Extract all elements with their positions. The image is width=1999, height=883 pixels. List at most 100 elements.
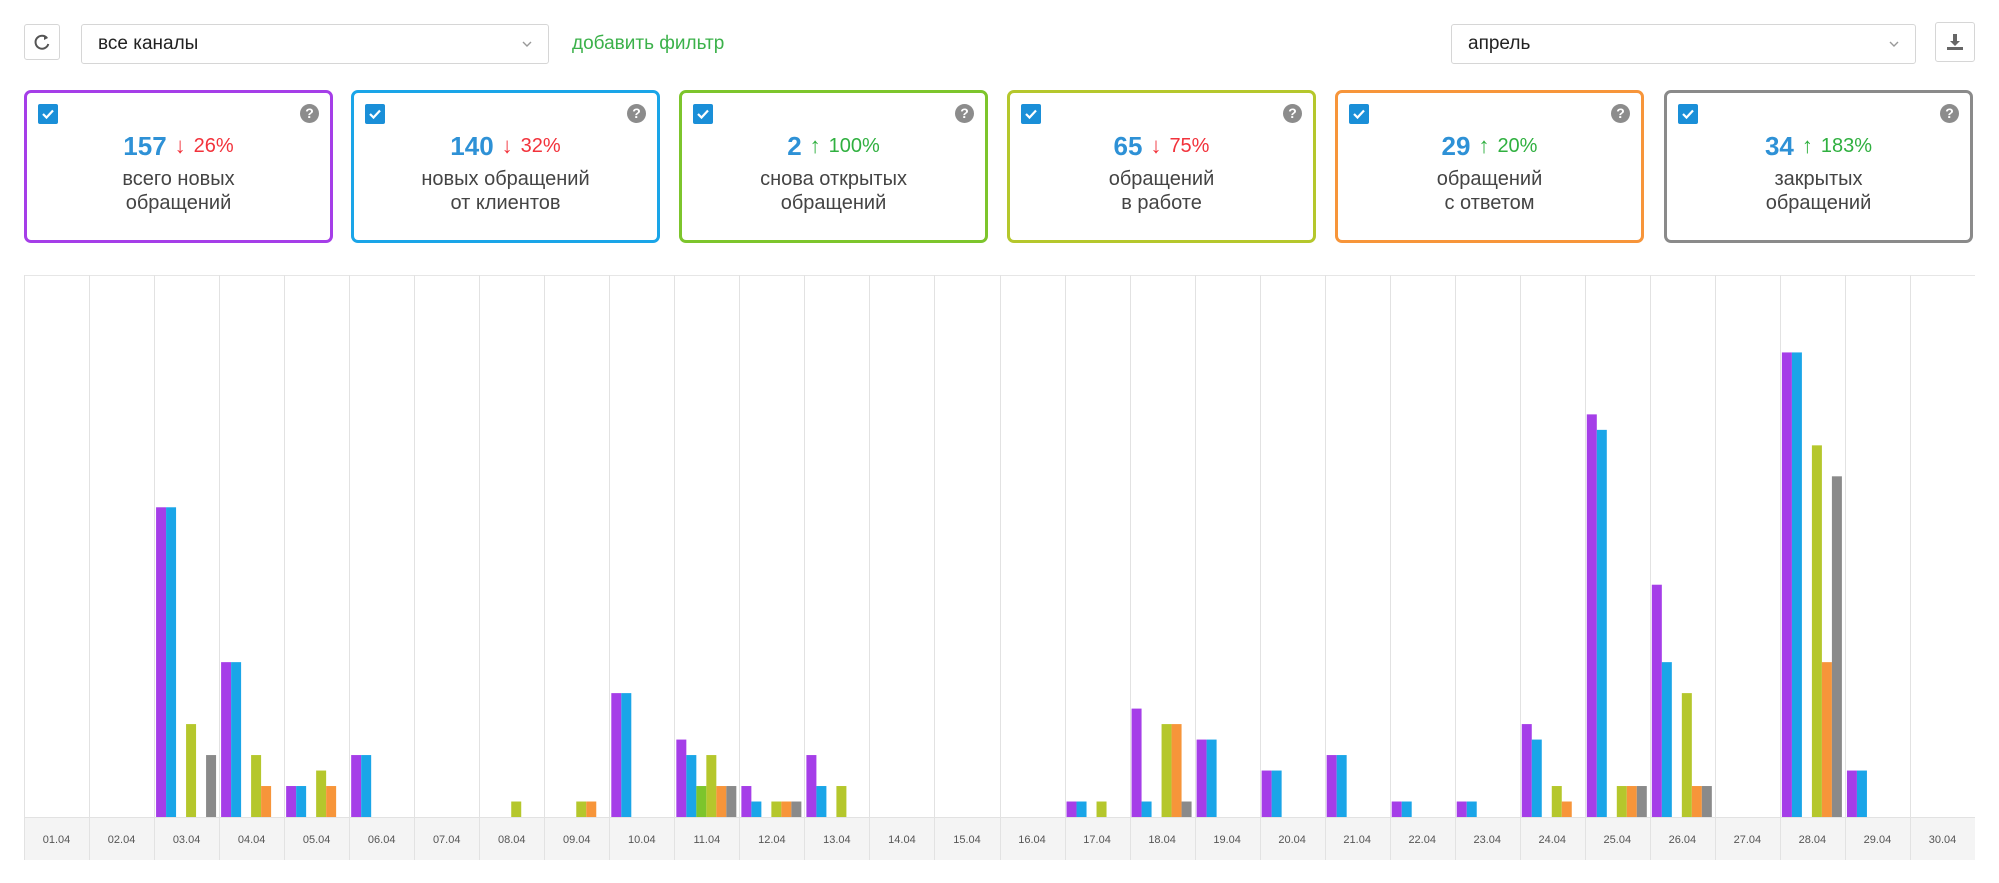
x-tick-label: 29.04 — [1864, 834, 1892, 846]
chart-bar — [1586, 414, 1597, 817]
stat-card[interactable]: ? 34 ↑ 183% закрытых обращений — [1664, 90, 1973, 243]
help-icon[interactable]: ? — [1283, 104, 1302, 123]
card-value: 29 — [1441, 130, 1471, 161]
chart-bar — [726, 786, 737, 817]
chevron-down-icon — [522, 41, 532, 47]
chart-bar — [706, 755, 717, 817]
chart-bar — [1401, 801, 1412, 817]
chart-bar — [686, 755, 697, 817]
card-percent: 183% — [1820, 134, 1873, 157]
chart-bar — [1326, 755, 1337, 817]
card-percent: 100% — [828, 134, 880, 157]
card-label: обращений в работе — [1010, 167, 1313, 215]
chart-bar — [1181, 801, 1192, 817]
help-icon[interactable]: ? — [1611, 104, 1630, 123]
chart-bar — [716, 786, 727, 817]
x-tick-label: 15.04 — [953, 834, 981, 846]
download-button[interactable] — [1935, 22, 1975, 62]
x-tick-label: 10.04 — [628, 834, 656, 846]
stat-card[interactable]: ? 157 ↓ 26% всего новых обращений — [24, 90, 333, 243]
card-label-line: обращений — [125, 192, 232, 214]
card-value: 140 — [450, 130, 494, 161]
chart-bar — [576, 801, 587, 817]
checkmark-icon — [1025, 109, 1037, 120]
trend-down-icon: ↓ — [174, 133, 186, 158]
stat-card[interactable]: ? 2 ↑ 100% снова открытых обращений — [679, 90, 988, 243]
month-select-value: апрель — [1468, 33, 1531, 54]
help-icon[interactable]: ? — [300, 104, 319, 123]
chart-bar — [1066, 801, 1077, 817]
chart-bar — [316, 770, 327, 817]
stat-card[interactable]: ? 65 ↓ 75% обращений в работе — [1007, 90, 1316, 243]
card-value: 157 — [123, 130, 167, 161]
help-icon[interactable]: ? — [955, 104, 974, 123]
bar-chart: 01.04 02.04 03.04 04.04 05.04 06.04 07.04 08.04… — [24, 275, 1975, 865]
chart-bar — [1131, 708, 1142, 817]
chart-bar — [1271, 770, 1282, 817]
checkmark-icon — [42, 109, 54, 120]
x-tick-label: 19.04 — [1213, 834, 1241, 846]
card-metric: 29 ↑ 20% — [1338, 131, 1641, 161]
chart-bar — [1616, 786, 1627, 817]
chart-bar — [1171, 724, 1182, 817]
x-tick-label: 21.04 — [1343, 834, 1371, 846]
x-tick-label: 07.04 — [433, 834, 461, 846]
chart-bar — [1846, 770, 1857, 817]
chart-bar — [1701, 786, 1712, 817]
card-label-line: в работе — [1121, 192, 1202, 214]
card-metric: 65 ↓ 75% — [1010, 131, 1313, 161]
chart-bar — [771, 801, 782, 817]
card-metric: 2 ↑ 100% — [682, 131, 985, 161]
x-tick-label: 27.04 — [1734, 834, 1762, 846]
month-select[interactable]: апрель — [1451, 24, 1916, 64]
trend-down-icon: ↓ — [501, 133, 513, 158]
toolbar: все каналы добавить фильтр апрель — [0, 0, 1999, 90]
chart-bar — [231, 662, 242, 817]
x-tick-label: 28.04 — [1799, 834, 1827, 846]
chart-bar — [206, 755, 217, 817]
chart-bar — [1096, 801, 1107, 817]
card-label-line: обращений — [1108, 168, 1215, 190]
card-checkbox[interactable] — [1678, 104, 1698, 124]
x-tick-label: 04.04 — [238, 834, 266, 846]
card-checkbox[interactable] — [1021, 104, 1041, 124]
card-checkbox[interactable] — [693, 104, 713, 124]
chevron-down-icon — [1889, 41, 1899, 47]
card-label-line: закрытых — [1774, 168, 1863, 190]
checkmark-icon — [697, 109, 709, 120]
chart-bar — [1821, 662, 1832, 817]
chart-bar — [166, 507, 177, 817]
channel-select[interactable]: все каналы — [81, 24, 549, 64]
x-tick-label: 12.04 — [758, 834, 786, 846]
card-percent: 20% — [1497, 134, 1538, 157]
chart-bar — [791, 801, 802, 817]
chart-bar — [1531, 739, 1542, 817]
add-filter-link[interactable]: добавить фильтр — [572, 33, 725, 54]
card-percent: 32% — [520, 134, 561, 157]
card-checkbox[interactable] — [365, 104, 385, 124]
chart-bar — [611, 693, 622, 817]
trend-down-icon: ↓ — [1150, 133, 1162, 158]
chart-bar — [1551, 786, 1562, 817]
chart-bar — [511, 801, 522, 817]
card-value: 34 — [1764, 130, 1794, 161]
card-checkbox[interactable] — [38, 104, 58, 124]
chart-bar — [836, 786, 847, 817]
trend-up-icon: ↑ — [1478, 133, 1490, 158]
x-tick-label: 17.04 — [1083, 834, 1111, 846]
chart-bar — [361, 755, 372, 817]
channel-select-value: все каналы — [98, 33, 199, 54]
stat-card[interactable]: ? 29 ↑ 20% обращений с ответом — [1335, 90, 1644, 243]
card-value: 65 — [1113, 130, 1143, 161]
stat-card[interactable]: ? 140 ↓ 32% новых обращений от клиентов — [351, 90, 660, 243]
help-icon[interactable]: ? — [627, 104, 646, 123]
chart-bar — [1261, 770, 1272, 817]
chart-bar — [351, 755, 362, 817]
card-checkbox[interactable] — [1349, 104, 1369, 124]
chart-bar — [221, 662, 232, 817]
x-tick-label: 06.04 — [368, 834, 396, 846]
card-label: обращений с ответом — [1338, 167, 1641, 215]
card-metric: 140 ↓ 32% — [354, 131, 657, 161]
help-icon[interactable]: ? — [1940, 104, 1959, 123]
refresh-button[interactable] — [24, 24, 60, 60]
